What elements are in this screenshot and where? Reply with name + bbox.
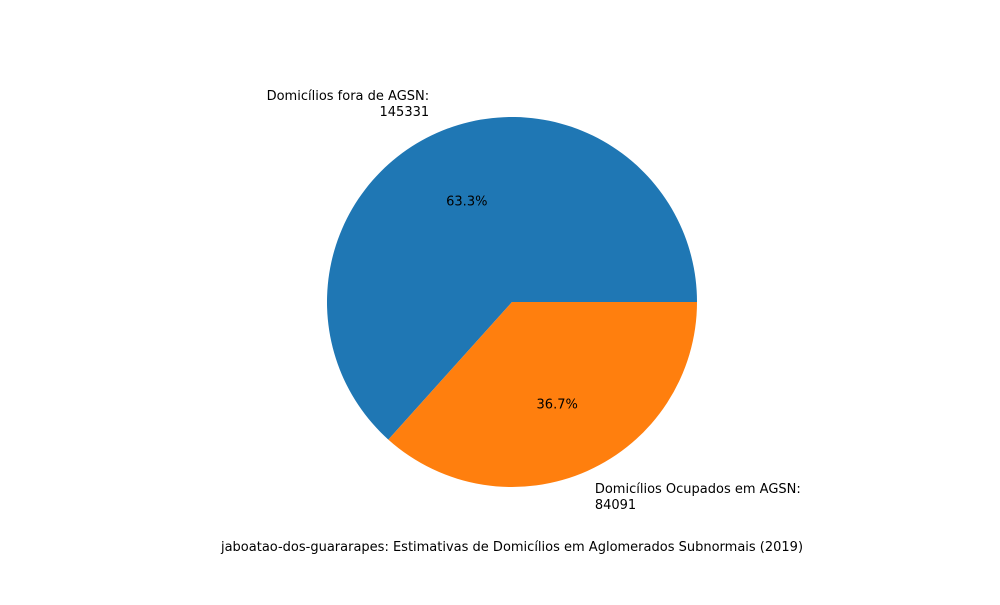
pie-outer-label-1: Domicílios Ocupados em AGSN: 84091	[595, 482, 801, 513]
pie-outer-label-0: Domicílios fora de AGSN: 145331	[267, 89, 430, 120]
pie-slice-1	[388, 302, 697, 487]
chart-caption: jaboatao-dos-guararapes: Estimativas de …	[220, 540, 803, 555]
pie-percent-label-0: 63.3%	[446, 195, 487, 210]
pie-labels: 63.3% Domicílios fora de AGSN: 145331 36.7%…	[267, 89, 801, 513]
pie-outer-label-line1-1: Domicílios Ocupados em AGSN:	[595, 482, 801, 497]
pie-outer-label-line1-0: Domicílios fora de AGSN:	[267, 89, 430, 104]
pie-percent-label-1: 36.7%	[537, 397, 578, 412]
pie-outer-label-line2-0: 145331	[380, 105, 430, 120]
pie-slice-0	[327, 117, 697, 440]
pie-slices	[327, 117, 697, 487]
pie-outer-label-line2-1: 84091	[595, 498, 636, 513]
